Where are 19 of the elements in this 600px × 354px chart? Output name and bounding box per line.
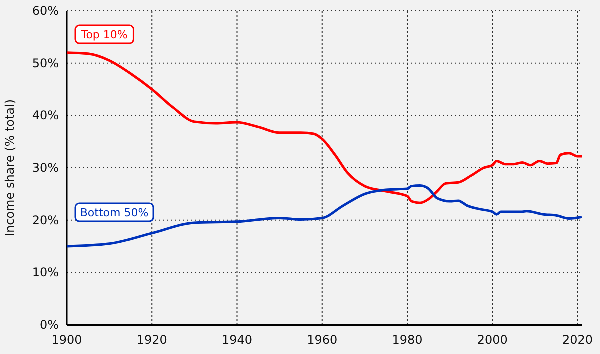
x-tick-label: 1900 [52, 333, 82, 347]
y-tick-label: 10% [32, 266, 59, 280]
series-label: Top 10% [80, 28, 128, 42]
x-tick-label: 2020 [562, 333, 594, 347]
y-tick-label: 50% [32, 56, 59, 70]
y-tick-label: 60% [32, 4, 59, 18]
y-tick-label: 20% [32, 213, 59, 228]
y-axis-title: Income share (% total) [3, 99, 17, 237]
y-tick-label: 40% [32, 108, 59, 123]
x-tick-label: 1960 [307, 333, 338, 347]
line-series [66, 184, 584, 248]
x-tick-label: 1920 [136, 333, 168, 347]
x-tick-label: 1980 [392, 333, 423, 347]
series-label: Bottom 50% [80, 206, 149, 220]
y-tick-label: 30% [32, 161, 59, 175]
x-tick-label: 2000 [477, 333, 508, 347]
x-tick-label: 1940 [222, 333, 253, 347]
line-series [66, 52, 584, 204]
y-tick-label: 0% [40, 318, 59, 332]
